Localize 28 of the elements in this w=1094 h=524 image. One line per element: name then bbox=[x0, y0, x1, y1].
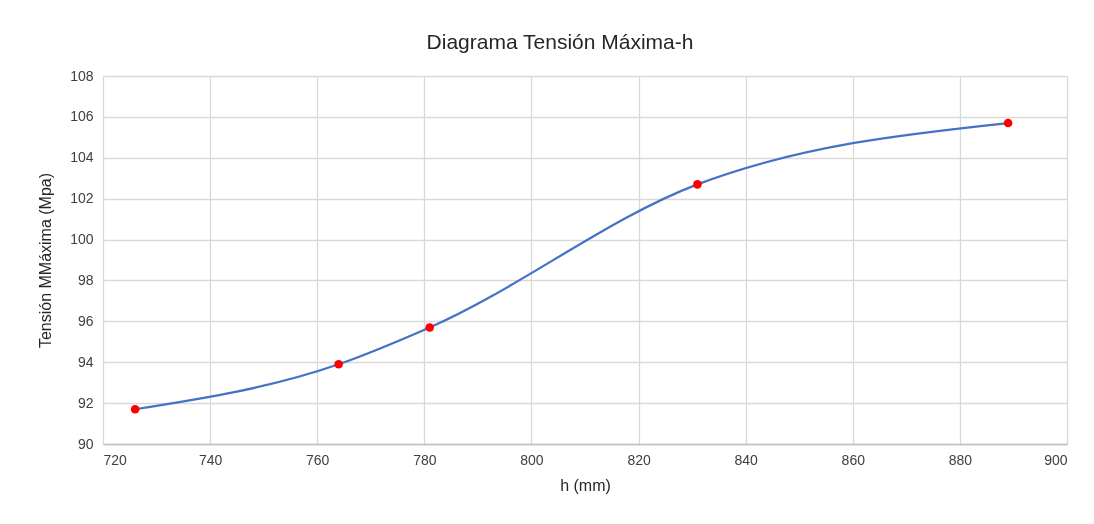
x-tick-label: 780 bbox=[413, 451, 437, 468]
point bbox=[425, 323, 435, 332]
point bbox=[693, 180, 702, 189]
x-tick-label: 740 bbox=[198, 451, 223, 468]
y-axis-title: Tensión MMáxima (Mpa) bbox=[37, 172, 55, 349]
y-tick-label: 100 bbox=[70, 231, 94, 248]
point bbox=[1003, 118, 1013, 128]
y-tick-label: 106 bbox=[70, 108, 94, 125]
x-tick-label: 860 bbox=[841, 451, 866, 468]
point bbox=[334, 359, 343, 369]
x-tick-label: 720 bbox=[103, 451, 128, 468]
y-tick-label: 96 bbox=[77, 312, 94, 329]
y-tick-label: 90 bbox=[77, 435, 94, 452]
x-tick-label: 760 bbox=[306, 451, 330, 468]
x-tick-label: 900 bbox=[1044, 451, 1068, 468]
point bbox=[130, 404, 140, 414]
chart-title: Diagrama Tensión Máxima-h bbox=[426, 30, 694, 53]
y-tick-label: 104 bbox=[70, 149, 94, 166]
x-axis-title: h (mm) bbox=[560, 476, 611, 494]
y-tick-label: 102 bbox=[70, 190, 94, 207]
x-tick-label: 820 bbox=[627, 451, 651, 468]
x-tick-label: 800 bbox=[520, 451, 544, 468]
x-tick-label: 840 bbox=[734, 451, 759, 468]
y-tick-label: 108 bbox=[70, 67, 94, 84]
x-tick-label: 880 bbox=[948, 451, 973, 468]
y-tick-label: 94 bbox=[77, 353, 94, 370]
y-tick-label: 92 bbox=[77, 394, 94, 411]
y-tick-label: 98 bbox=[77, 271, 94, 288]
